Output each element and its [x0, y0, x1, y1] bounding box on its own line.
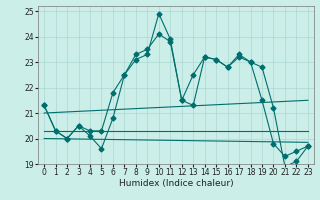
X-axis label: Humidex (Indice chaleur): Humidex (Indice chaleur) [119, 179, 233, 188]
